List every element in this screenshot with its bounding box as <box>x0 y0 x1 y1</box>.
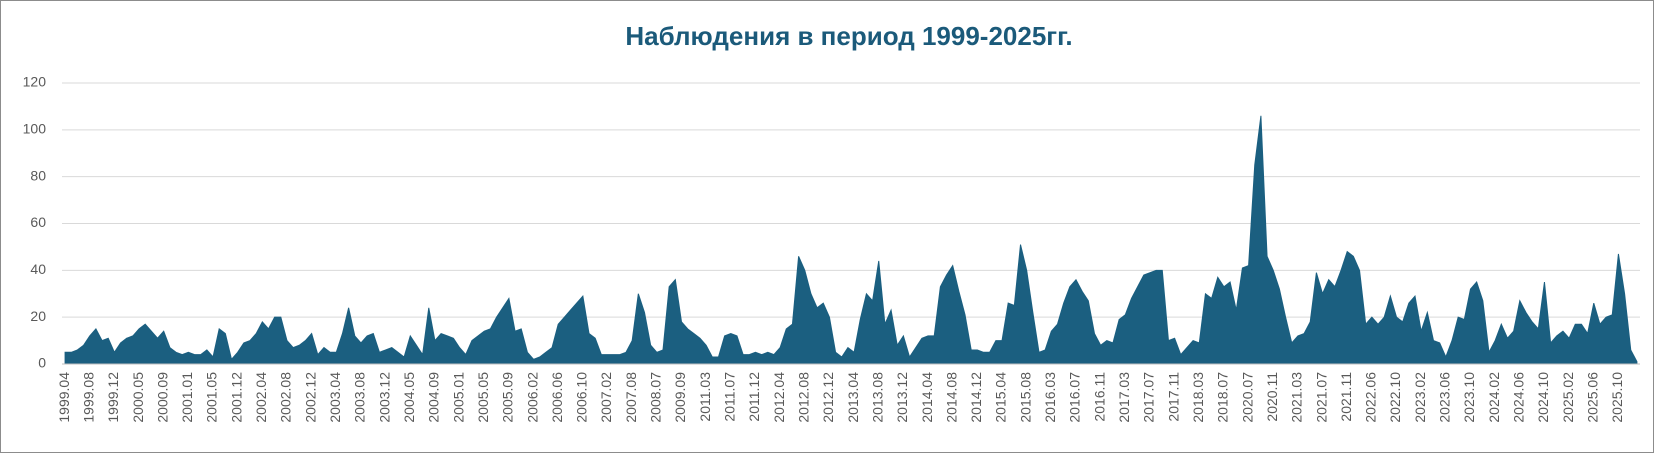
x-tick-label: 2001.01 <box>179 372 195 423</box>
x-tick-label: 2003.12 <box>376 372 392 423</box>
x-tick-label: 2001.05 <box>204 372 220 423</box>
x-tick-label: 2020.11 <box>1264 372 1280 422</box>
x-tick-label: 2006.06 <box>549 372 565 423</box>
x-tick-label: 2003.08 <box>352 372 368 423</box>
x-tick-label: 2016.11 <box>1091 372 1107 422</box>
y-tick-label: 100 <box>23 121 47 137</box>
x-tick-label: 2018.07 <box>1215 372 1231 423</box>
x-tick-label: 2023.06 <box>1437 372 1453 423</box>
x-tick-label: 2006.10 <box>574 372 590 423</box>
x-tick-label: 2000.05 <box>130 372 146 423</box>
x-tick-label: 2022.10 <box>1387 372 1403 423</box>
x-tick-label: 2023.02 <box>1412 372 1428 423</box>
x-tick-label: 2004.09 <box>426 372 442 423</box>
x-tick-label: 2013.08 <box>869 372 885 423</box>
x-tick-label: 2016.07 <box>1067 372 1083 423</box>
x-tick-label: 2015.04 <box>993 372 1009 423</box>
x-tick-label: 2014.04 <box>919 372 935 423</box>
x-tick-label: 1999.08 <box>80 372 96 423</box>
x-tick-label: 2015.08 <box>1017 372 1033 423</box>
x-tick-label: 2017.03 <box>1116 372 1132 423</box>
x-tick-label: 2011.03 <box>697 372 713 422</box>
x-tick-label: 2012.12 <box>820 372 836 423</box>
x-tick-label: 2013.04 <box>845 372 861 423</box>
x-tick-label: 2004.05 <box>401 372 417 423</box>
x-tick-label: 2002.12 <box>302 372 318 423</box>
x-tick-label: 1999.12 <box>105 372 121 423</box>
chart-title: Наблюдения в период 1999-2025гг. <box>625 21 1072 51</box>
y-tick-label: 20 <box>30 308 46 324</box>
x-tick-label: 2025.10 <box>1609 372 1625 423</box>
x-tick-label: 2005.09 <box>500 372 516 423</box>
y-tick-label: 80 <box>30 167 46 183</box>
x-tick-label: 2005.05 <box>475 372 491 423</box>
x-tick-label: 2001.12 <box>228 372 244 423</box>
x-tick-label: 2008.07 <box>648 372 664 423</box>
x-tick-label: 2024.02 <box>1486 372 1502 423</box>
x-tick-label: 2014.12 <box>968 372 984 423</box>
x-tick-label: 2021.11 <box>1338 372 1354 422</box>
x-tick-label: 2016.03 <box>1042 372 1058 423</box>
x-tick-label: 2017.07 <box>1141 372 1157 423</box>
x-tick-label: 2002.04 <box>253 372 269 423</box>
y-tick-label: 120 <box>23 74 47 90</box>
x-tick-label: 2011.12 <box>746 372 762 422</box>
x-tick-label: 2003.04 <box>327 372 343 423</box>
x-tick-label: 2005.01 <box>450 372 466 423</box>
x-tick-label: 2021.03 <box>1289 372 1305 423</box>
x-tick-label: 2022.06 <box>1363 372 1379 423</box>
x-tick-label: 2023.10 <box>1461 372 1477 423</box>
x-tick-label: 2021.07 <box>1313 372 1329 423</box>
x-tick-label: 2024.06 <box>1511 372 1527 423</box>
x-tick-label: 2007.08 <box>623 372 639 423</box>
area <box>64 115 1638 365</box>
y-tick-label: 0 <box>38 355 46 371</box>
x-tick-label: 2011.07 <box>722 372 738 422</box>
x-tick-label: 2006.02 <box>524 372 540 423</box>
x-tick-label: 2009.09 <box>672 372 688 423</box>
x-tick-label: 2020.07 <box>1239 372 1255 423</box>
x-tick-label: 2002.08 <box>278 372 294 423</box>
x-tick-label: 2013.12 <box>894 372 910 423</box>
x-tick-label: 2025.06 <box>1584 372 1600 423</box>
x-tick-label: 2025.02 <box>1560 372 1576 423</box>
x-tick-label: 2012.04 <box>771 372 787 423</box>
y-tick-label: 40 <box>30 261 46 277</box>
x-tick-label: 2017.11 <box>1165 372 1181 422</box>
x-tick-label: 1999.04 <box>56 372 72 423</box>
x-tick-label: 2014.08 <box>943 372 959 423</box>
x-tick-label: 2000.09 <box>154 372 170 423</box>
x-tick-label: 2024.10 <box>1535 372 1551 423</box>
x-tick-label: 2012.08 <box>795 372 811 423</box>
y-tick-label: 60 <box>30 214 46 230</box>
x-tick-label: 2018.03 <box>1190 372 1206 423</box>
x-tick-label: 2007.02 <box>598 372 614 423</box>
